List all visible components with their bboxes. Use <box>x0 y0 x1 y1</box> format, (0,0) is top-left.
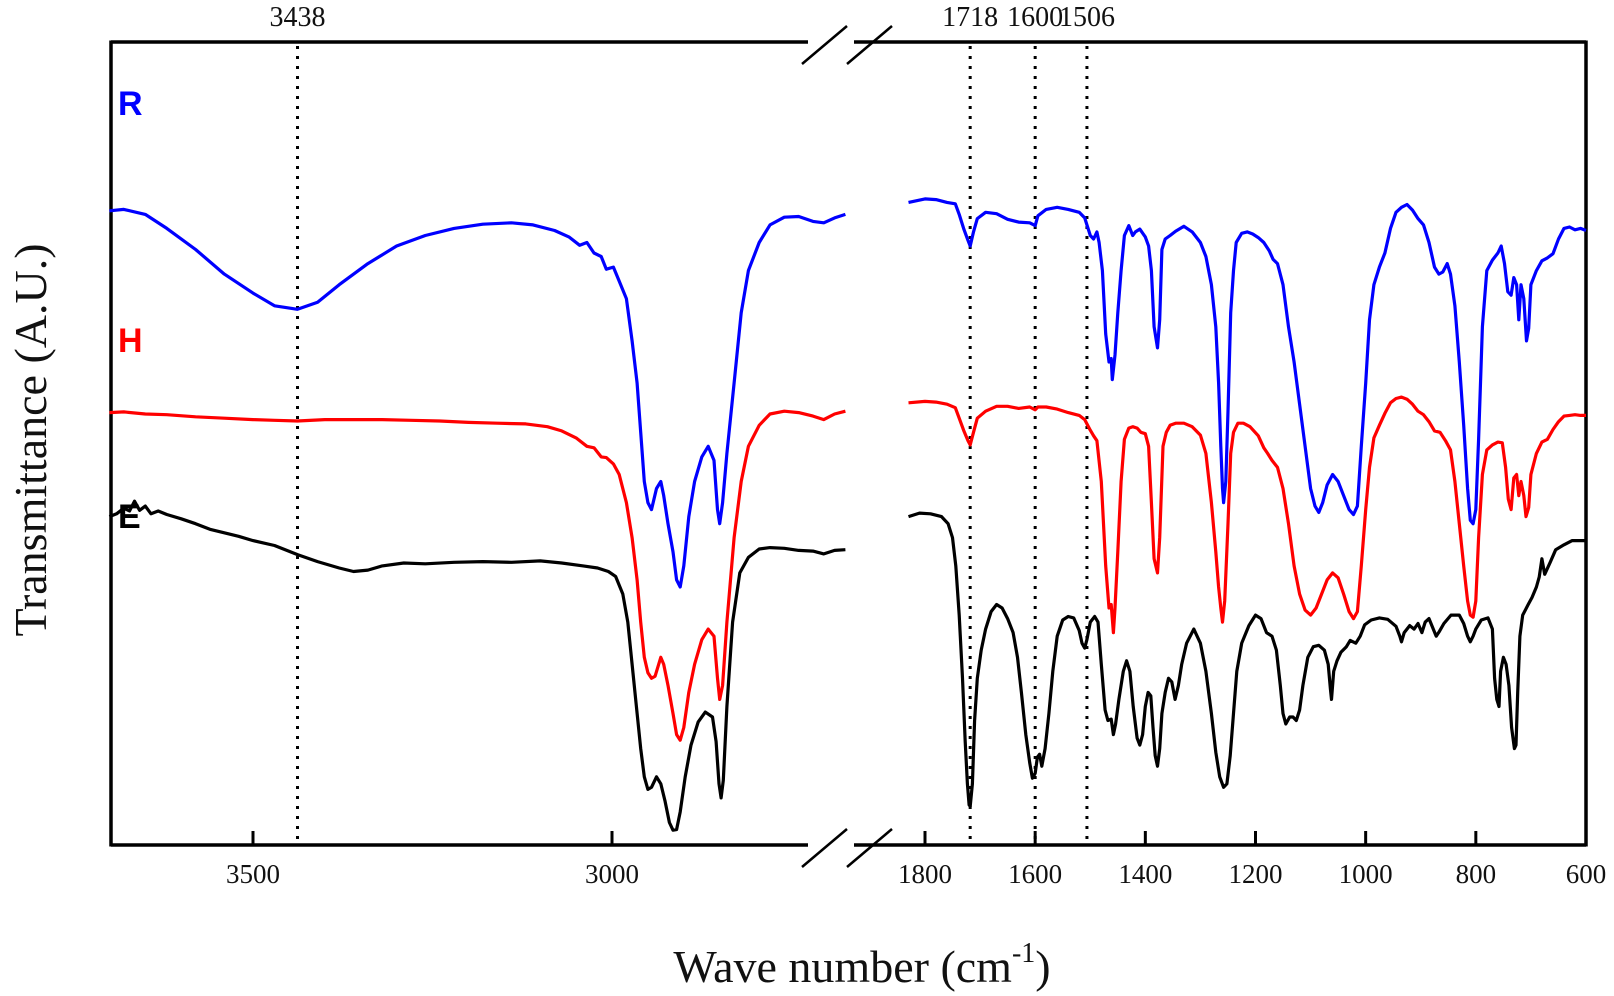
series-H-right <box>908 395 1586 635</box>
x-tick-label: 1600 <box>1008 859 1062 889</box>
peak-label-1718: 1718 <box>942 2 998 33</box>
y-axis-title: Transmittance (A.U.) <box>5 243 56 636</box>
series-E-right <box>908 511 1586 808</box>
x-tick-label: 3000 <box>585 859 639 889</box>
x-axis-title-end: ) <box>1035 941 1050 992</box>
x-tick-label: 1200 <box>1229 859 1283 889</box>
peak-label-1600: 1600 <box>1007 2 1063 33</box>
peak-label-1506: 1506 <box>1059 2 1115 33</box>
series-label-H: H <box>118 322 143 360</box>
x-axis-title-main: Wave number (cm <box>673 941 1012 992</box>
x-tick-label: 800 <box>1456 859 1497 889</box>
x-tick-label: 1000 <box>1339 859 1393 889</box>
x-tick-label: 1400 <box>1118 859 1172 889</box>
series-R-right <box>908 197 1587 526</box>
x-tick-label: 600 <box>1566 859 1607 889</box>
break-mark <box>846 828 893 868</box>
series-label-E: E <box>118 498 141 536</box>
axis-break-marks <box>801 25 893 868</box>
x-ticks: 3500 3000 1800 1600 1400 1200 1000 800 600 <box>226 831 1606 889</box>
break-mark <box>846 25 893 65</box>
peak-label-3438: 3438 <box>270 2 326 33</box>
series-layer: R H E <box>108 85 1587 832</box>
x-axis-title-sup: -1 <box>1012 938 1035 969</box>
x-tick-label: 1800 <box>898 859 952 889</box>
x-tick-label: 3500 <box>226 859 280 889</box>
series-R-left <box>109 207 846 589</box>
series-E-left <box>108 499 846 832</box>
x-axis-title: Wave number (cm-1) <box>673 938 1050 992</box>
series-H-left <box>109 409 846 742</box>
series-label-R: R <box>118 85 143 123</box>
break-mark <box>801 25 848 65</box>
break-mark <box>801 828 848 868</box>
plot-frame <box>109 40 1588 847</box>
